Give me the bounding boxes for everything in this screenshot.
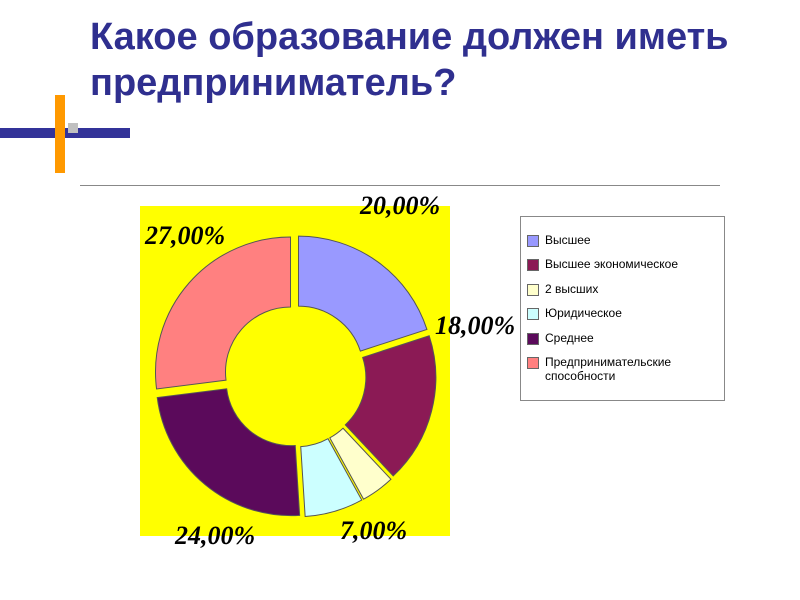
legend-item-legal: Юридическое bbox=[527, 306, 718, 320]
legend-item-entrepreneur: Предпринимательские способности bbox=[527, 355, 718, 384]
legend-label: Высшее bbox=[545, 233, 718, 247]
legend-swatch bbox=[527, 284, 539, 296]
donut-chart: 20,00%18,00%7,00%24,00%27,00% bbox=[80, 186, 510, 546]
legend-label: 2 высших bbox=[545, 282, 718, 296]
chart-container: 20,00%18,00%7,00%24,00%27,00% Высшее Высш… bbox=[80, 185, 720, 546]
legend-swatch bbox=[527, 235, 539, 247]
decor-bar-horizontal bbox=[0, 128, 130, 138]
pct-label-entrepreneur: 27,00% bbox=[145, 221, 225, 251]
legend-label: Среднее bbox=[545, 331, 718, 345]
slide-root: Какое образование должен иметь предприни… bbox=[0, 0, 800, 600]
chart-legend: Высшее Высшее экономическое 2 высших Юридич… bbox=[520, 216, 725, 401]
legend-swatch bbox=[527, 357, 539, 369]
legend-swatch bbox=[527, 259, 539, 271]
pct-label-higher: 20,00% bbox=[360, 191, 440, 221]
legend-label: Юридическое bbox=[545, 306, 718, 320]
pct-label-higher_econ: 18,00% bbox=[435, 311, 515, 341]
decor-bar-vertical bbox=[55, 95, 65, 173]
decor-square bbox=[68, 123, 78, 133]
pct-label-secondary: 24,00% bbox=[175, 521, 255, 551]
legend-item-higher: Высшее bbox=[527, 233, 718, 247]
legend-label: Предпринимательские способности bbox=[545, 355, 718, 384]
pct-label-legal: 7,00% bbox=[340, 516, 407, 546]
legend-item-secondary: Среднее bbox=[527, 331, 718, 345]
legend-item-two_higher: 2 высших bbox=[527, 282, 718, 296]
legend-swatch bbox=[527, 308, 539, 320]
legend-label: Высшее экономическое bbox=[545, 257, 718, 271]
legend-swatch bbox=[527, 333, 539, 345]
slide-title: Какое образование должен иметь предприни… bbox=[90, 15, 730, 106]
legend-item-higher_econ: Высшее экономическое bbox=[527, 257, 718, 271]
